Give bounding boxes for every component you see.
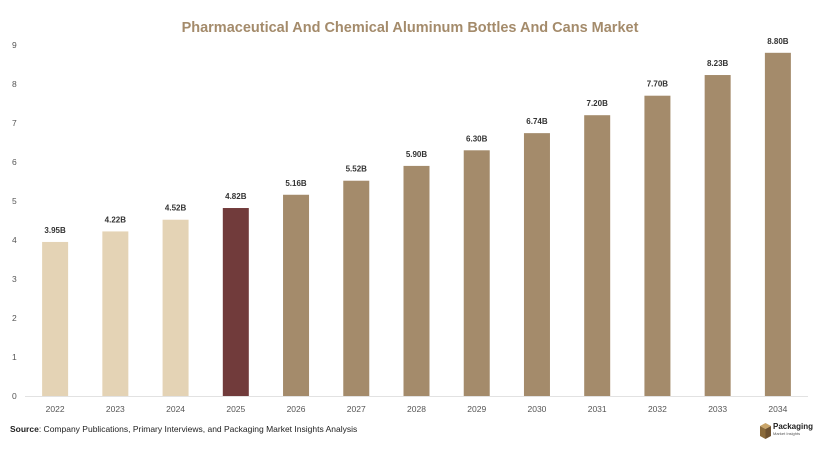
bar	[343, 180, 370, 396]
y-tick-label: 5	[12, 196, 17, 206]
logo: Packaging Market Insights	[760, 420, 818, 442]
data-label: 8.80B	[767, 37, 789, 46]
x-tick-label: 2031	[588, 404, 607, 414]
data-label: 4.52B	[165, 204, 187, 213]
data-label: 6.74B	[526, 117, 548, 126]
x-tick-label: 2023	[106, 404, 125, 414]
source-text: : Company Publications, Primary Intervie…	[38, 424, 358, 434]
bars	[42, 52, 791, 397]
bar	[463, 150, 490, 396]
y-tick-label: 6	[12, 157, 17, 167]
x-tick-label: 2026	[287, 404, 306, 414]
y-tick-label: 1	[12, 352, 17, 362]
x-tick-label: 2033	[708, 404, 727, 414]
bar	[102, 231, 129, 396]
y-axis: 0 1 2 3 4 5 6 7 8 9	[12, 40, 17, 401]
y-tick-label: 4	[12, 235, 17, 245]
data-label: 8.23B	[707, 59, 729, 68]
data-label: 6.30B	[466, 134, 488, 143]
x-tick-label: 2022	[46, 404, 65, 414]
y-tick-label: 8	[12, 79, 17, 89]
bar	[523, 133, 550, 396]
x-tick-label: 2025	[226, 404, 245, 414]
data-label: 5.16B	[285, 179, 307, 188]
x-tick-label: 2030	[528, 404, 547, 414]
bar	[403, 165, 430, 396]
bar	[644, 95, 671, 396]
bar	[283, 194, 310, 396]
data-label: 4.82B	[225, 192, 247, 201]
data-label: 7.20B	[587, 99, 609, 108]
x-tick-label: 2032	[648, 404, 667, 414]
x-axis: 2022 2023 2024 2025 2026 2027 2028 2029 2030 2031…	[46, 404, 788, 414]
bar	[222, 208, 249, 396]
bar	[42, 241, 69, 396]
y-tick-label: 3	[12, 274, 17, 284]
data-label: 5.52B	[346, 165, 368, 174]
y-tick-label: 2	[12, 313, 17, 323]
box-icon	[760, 423, 771, 439]
x-tick-label: 2028	[407, 404, 426, 414]
data-label: 7.70B	[647, 80, 669, 89]
data-label: 3.95B	[44, 226, 66, 235]
x-tick-label: 2029	[467, 404, 486, 414]
bar	[162, 219, 189, 396]
x-tick-label: 2034	[768, 404, 787, 414]
data-labels: 3.95B 4.22B 4.52B 4.82B 5.16B 5.52B 5.90B 6.30B…	[44, 37, 788, 235]
data-label: 5.90B	[406, 150, 428, 159]
bar	[704, 75, 731, 396]
x-tick-label: 2024	[166, 404, 185, 414]
bar	[764, 52, 791, 397]
logo-name: Packaging	[773, 422, 814, 431]
source-note: Source: Company Publications, Primary In…	[10, 424, 357, 434]
bar	[584, 115, 611, 396]
logo-tagline: Market Insights	[773, 431, 801, 436]
chart-title: Pharmaceutical And Chemical Aluminum Bot…	[181, 20, 639, 36]
bar-chart: 0 1 2 3 4 5 6 7 8 9 3.95B 4.22B 4.52B 4.82B 5.16B 5.52…	[12, 37, 808, 414]
y-tick-label: 9	[12, 40, 17, 50]
source-label: Source	[10, 424, 39, 434]
y-tick-label: 7	[12, 118, 17, 128]
data-label: 4.22B	[105, 215, 127, 224]
x-tick-label: 2027	[347, 404, 366, 414]
y-tick-label: 0	[12, 391, 17, 401]
